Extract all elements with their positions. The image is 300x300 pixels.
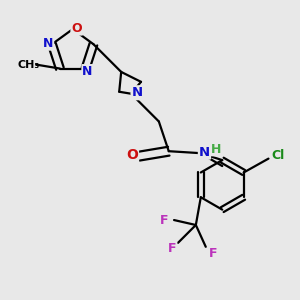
- Text: N: N: [199, 146, 210, 159]
- Text: F: F: [168, 242, 176, 255]
- Text: H: H: [211, 143, 221, 156]
- Text: CH₃: CH₃: [17, 60, 39, 70]
- Text: O: O: [71, 22, 82, 34]
- Text: N: N: [131, 86, 142, 99]
- Text: N: N: [43, 37, 53, 50]
- Text: F: F: [160, 214, 168, 226]
- Text: Cl: Cl: [272, 149, 285, 162]
- Text: N: N: [82, 65, 93, 78]
- Text: F: F: [208, 247, 217, 260]
- Text: O: O: [126, 148, 138, 162]
